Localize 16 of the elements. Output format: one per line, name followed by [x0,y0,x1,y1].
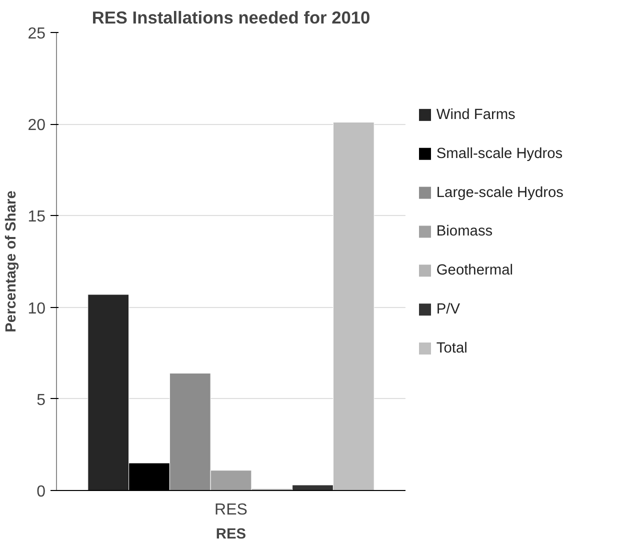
y-tick-label: 10 [28,300,46,318]
legend-label: Geothermal [436,262,513,279]
y-tick-label: 25 [28,26,46,42]
y-axis-title: Percentage of Share [4,190,20,332]
y-tick-label: 15 [28,208,46,226]
y-tick-label: 20 [28,117,46,134]
y-tick-label: 0 [36,484,46,500]
chart-title: RES Installations needed for 2010 [92,8,370,28]
legend-label: Large-scale Hydros [436,184,564,201]
legend-label: Wind Farms [436,106,516,123]
legend-label: Small-scale Hydros [436,146,563,162]
legend-label: Total [436,340,468,357]
legend-label: Biomass [436,224,493,240]
legend-label: P/V [436,302,460,318]
y-tick-label: 5 [36,392,46,409]
x-axis-title: RES [216,526,246,542]
